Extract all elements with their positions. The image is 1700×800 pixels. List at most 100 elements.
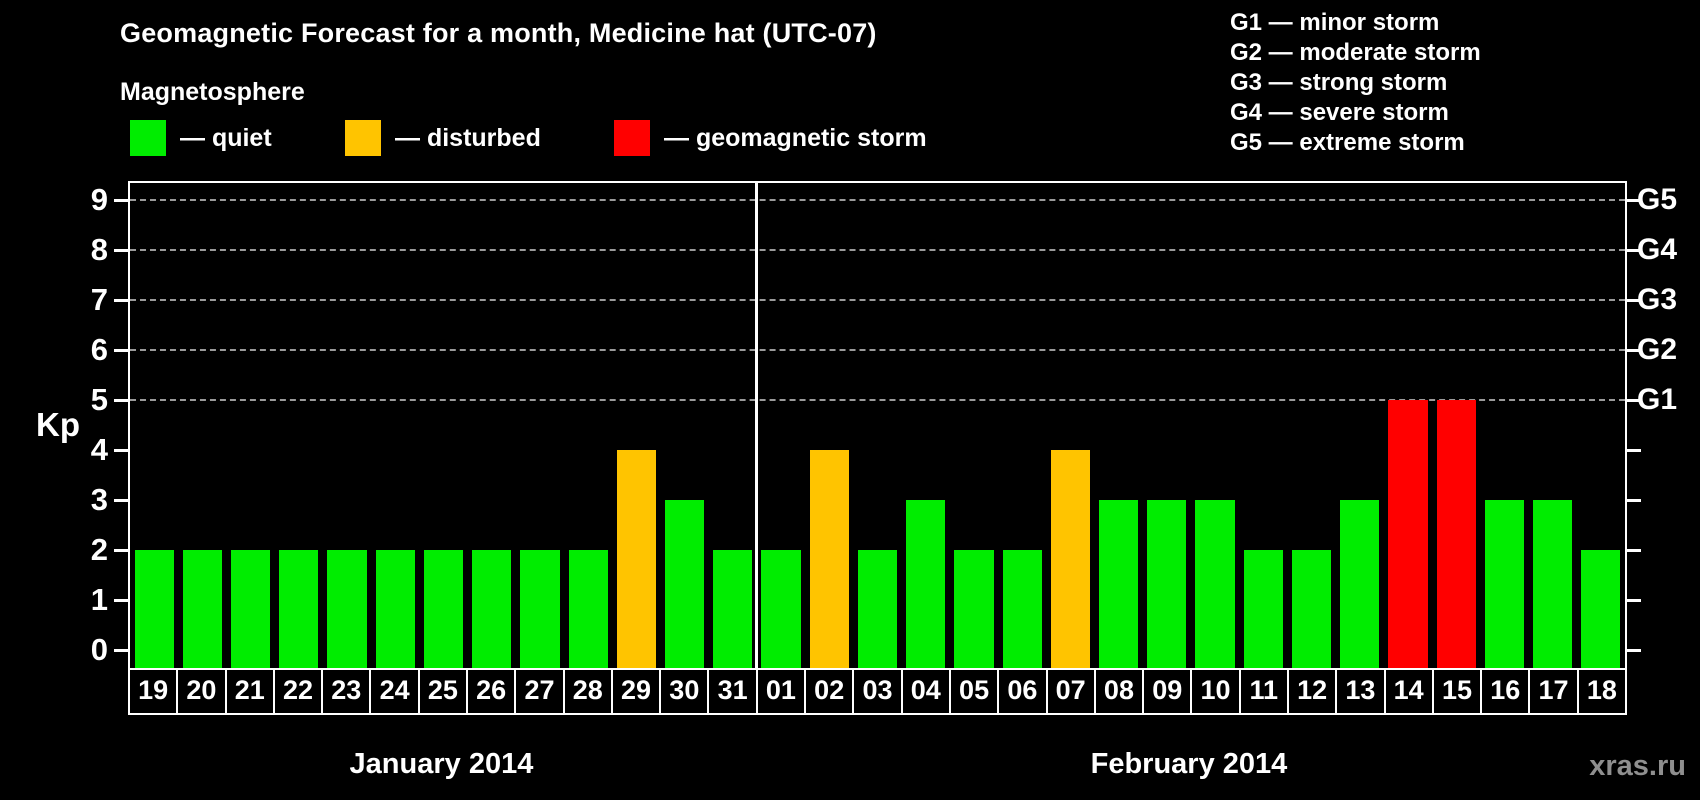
bar-day-08 — [1099, 500, 1139, 668]
kp-tick-label: 8 — [90, 232, 108, 267]
day-cell: 20 — [178, 670, 225, 713]
right-axis-tick — [1627, 498, 1641, 502]
bar-day-13 — [1340, 500, 1380, 668]
bar-day-07 — [1050, 450, 1090, 668]
day-cell: 07 — [1047, 670, 1094, 713]
kp-tick-label: 2 — [90, 532, 108, 567]
day-cell: 23 — [323, 670, 370, 713]
kp-tick-label: 9 — [90, 182, 108, 217]
legend-label: — quiet — [180, 124, 272, 152]
bar-day-03 — [857, 550, 898, 668]
day-cell: 05 — [950, 670, 998, 713]
right-axis-tick — [1627, 648, 1641, 652]
bar-day-16 — [1484, 500, 1525, 668]
bar-day-19 — [134, 550, 174, 668]
g-tick-label: G3 — [1637, 283, 1678, 316]
left-axis-tick — [114, 498, 128, 502]
storm-color-swatch — [614, 120, 650, 156]
bar-day-02 — [809, 450, 849, 668]
g-tick-label: G5 — [1637, 183, 1678, 216]
bar-day-20 — [182, 550, 222, 668]
bar-day-22 — [279, 550, 319, 668]
bar-day-28 — [568, 550, 608, 668]
day-cell: 19 — [130, 670, 177, 713]
kp-tick-label: 6 — [90, 332, 108, 367]
day-cell: 02 — [806, 670, 853, 713]
left-axis-tick — [114, 298, 128, 302]
month-separator-line — [755, 183, 759, 668]
day-cell: 14 — [1385, 670, 1432, 713]
right-axis-tick — [1627, 398, 1641, 402]
day-cell: 29 — [612, 670, 660, 713]
left-axis-tick — [114, 598, 128, 602]
bar-day-24 — [375, 550, 415, 668]
gridline-kp9 — [130, 199, 1625, 201]
kp-tick-label: 3 — [90, 482, 108, 517]
gridline-kp6 — [130, 349, 1625, 351]
day-cell: 22 — [274, 670, 322, 713]
legend-item-quiet: — quiet — [130, 119, 272, 157]
day-cell: 25 — [419, 670, 467, 713]
bar-day-11 — [1243, 550, 1283, 668]
bar-day-31 — [713, 550, 753, 668]
bar-day-29 — [616, 450, 656, 668]
left-axis-tick — [114, 248, 128, 252]
bar-day-14 — [1388, 400, 1428, 668]
g-tick-label: G1 — [1637, 383, 1678, 416]
bar-day-27 — [520, 550, 560, 668]
g-legend-line: G2 — moderate storm — [1230, 39, 1481, 66]
day-cell: 28 — [564, 670, 611, 713]
day-cell: 09 — [1144, 670, 1191, 713]
bar-day-06 — [1002, 550, 1042, 668]
plot-area: 0 1 2 3 4 5 6 7 8 9 G1 G2 G3 G4 G5 — [91, 181, 1677, 670]
day-cell: 30 — [661, 670, 708, 713]
bar-day-12 — [1291, 550, 1332, 668]
month-label-february: February 2014 — [1090, 748, 1288, 780]
right-axis-tick — [1627, 598, 1641, 602]
day-cell: 17 — [1530, 670, 1577, 713]
left-axis-tick — [114, 548, 128, 552]
day-cell: 08 — [1095, 670, 1143, 713]
gridline-kp7 — [130, 299, 1625, 301]
day-axis-row: 19 20 21 22 23 24 25 26 27 28 29 30 31 01 02 03 04 05 06 07… — [128, 668, 1627, 715]
chart-title: Geomagnetic Forecast for a month, Medici… — [120, 18, 877, 48]
day-cell: 06 — [999, 670, 1046, 713]
g-legend-line: G1 — minor storm — [1230, 9, 1440, 36]
right-axis-tick — [1627, 198, 1641, 202]
kp-tick-label: 4 — [90, 432, 108, 467]
left-axis-tick — [114, 348, 128, 352]
kp-tick-label: 5 — [90, 382, 108, 417]
g-legend-line: G5 — extreme storm — [1230, 129, 1465, 156]
left-axis-tick — [114, 648, 128, 652]
g-scale-legend: G1 — minor storm G2 — moderate storm G3 … — [1230, 8, 1481, 158]
month-axis-row: January 2014 February 2014 — [128, 748, 1627, 788]
kp-tick-label: 0 — [90, 632, 108, 667]
kp-axis-label: Kp — [36, 406, 80, 443]
bar-day-15 — [1436, 400, 1476, 668]
g-legend-line: G4 — severe storm — [1230, 99, 1449, 126]
day-cell: 10 — [1192, 670, 1239, 713]
day-cell: 26 — [468, 670, 515, 713]
day-cell: 16 — [1482, 670, 1529, 713]
bar-day-04 — [906, 500, 946, 668]
bar-day-10 — [1195, 500, 1235, 668]
right-axis-tick — [1627, 548, 1641, 552]
g-legend-line: G3 — strong storm — [1230, 69, 1448, 96]
bar-day-21 — [230, 550, 271, 668]
right-axis-tick — [1627, 298, 1641, 302]
left-axis-tick — [114, 398, 128, 402]
kp-tick-label: 1 — [90, 582, 108, 617]
gridline-kp8 — [130, 249, 1625, 251]
day-cell: 21 — [226, 670, 273, 713]
bar-day-30 — [664, 500, 705, 668]
day-cell: 03 — [854, 670, 901, 713]
day-cell: 24 — [371, 670, 418, 713]
bar-day-26 — [472, 550, 512, 668]
bar-day-23 — [327, 550, 367, 668]
day-cell: 01 — [757, 670, 805, 713]
day-cell: 11 — [1240, 670, 1287, 713]
bar-day-09 — [1147, 500, 1187, 668]
day-cell: 15 — [1433, 670, 1481, 713]
day-cell: 12 — [1288, 670, 1336, 713]
